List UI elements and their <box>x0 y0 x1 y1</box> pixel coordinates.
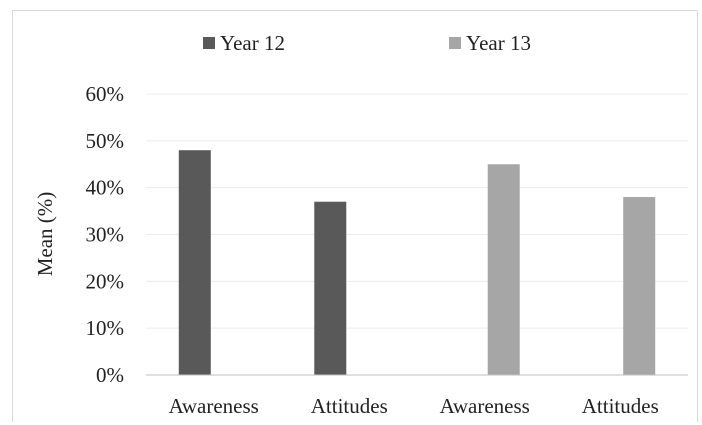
y-tick-label: 30% <box>86 223 125 247</box>
x-category-label: Attitudes <box>582 394 659 418</box>
legend-swatch <box>449 37 461 49</box>
x-category-label: Attitudes <box>311 394 388 418</box>
y-axis-ticks: 0% 10% 20% 30% 40% 50% 60% <box>86 82 125 387</box>
y-axis-title: Mean (%) <box>33 192 57 277</box>
y-tick-label: 20% <box>86 269 125 293</box>
bar-year-12 <box>314 201 347 375</box>
legend-swatch <box>203 37 215 49</box>
x-axis-categories: Awareness Attitudes Awareness Attitudes <box>169 394 659 418</box>
legend-label: Year 13 <box>466 31 531 55</box>
y-tick-label: 50% <box>86 129 125 153</box>
y-tick-label: 10% <box>86 316 125 340</box>
legend-label: Year 12 <box>220 31 285 55</box>
x-category-label: Awareness <box>169 394 259 418</box>
legend: Year 12 Year 13 <box>203 31 531 55</box>
gridlines <box>146 93 688 329</box>
y-tick-label: 40% <box>86 176 125 200</box>
bar-year-13 <box>623 197 656 375</box>
y-tick-label: 60% <box>86 82 125 106</box>
chart-frame <box>12 10 698 422</box>
bars <box>178 150 656 375</box>
bar-year-12 <box>178 150 211 375</box>
bar-year-13 <box>487 164 520 375</box>
y-tick-label: 0% <box>96 363 124 387</box>
x-category-label: Awareness <box>440 394 530 418</box>
